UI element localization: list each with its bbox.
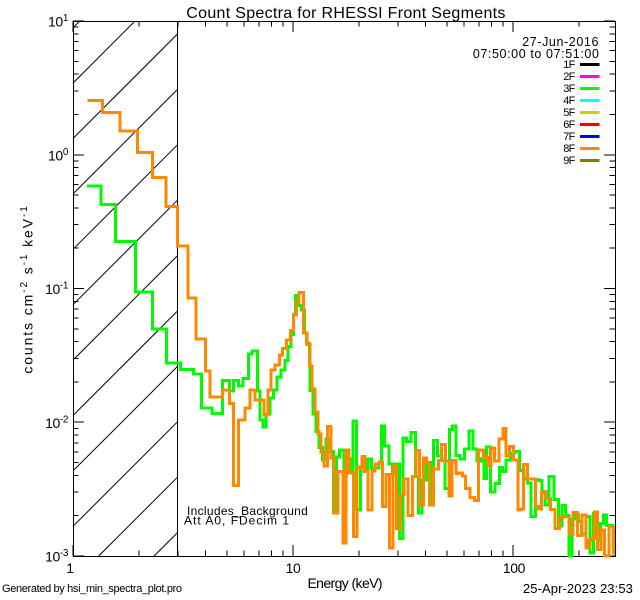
svg-text:9F: 9F: [563, 155, 575, 167]
svg-text:4F: 4F: [563, 95, 575, 107]
svg-text:1F: 1F: [563, 59, 575, 71]
svg-text:10: 10: [286, 560, 301, 576]
svg-text:Generated by hsi_min_spectra_p: Generated by hsi_min_spectra_plot.pro: [2, 583, 182, 595]
svg-text:6F: 6F: [563, 119, 575, 131]
svg-text:Energy (keV): Energy (keV): [307, 575, 382, 591]
svg-text:Att A0, FDecim 1: Att A0, FDecim 1: [184, 514, 290, 528]
svg-text:8F: 8F: [563, 143, 575, 155]
svg-text:07:50:00 to 07:51:00: 07:50:00 to 07:51:00: [473, 47, 600, 61]
svg-text:Count Spectra for RHESSI Front: Count Spectra for RHESSI Front Segments: [186, 5, 505, 22]
svg-text:25-Apr-2023 23:53: 25-Apr-2023 23:53: [523, 581, 633, 596]
svg-text:7F: 7F: [563, 131, 575, 143]
svg-text:5F: 5F: [563, 107, 575, 119]
svg-text:1: 1: [66, 560, 74, 576]
svg-text:100: 100: [503, 560, 526, 576]
svg-text:counts cm-2 s-1 keV-1: counts cm-2 s-1 keV-1: [19, 204, 36, 373]
svg-text:3F: 3F: [563, 83, 575, 95]
svg-text:2F: 2F: [563, 71, 575, 83]
svg-text:Includes_Background: Includes_Background: [187, 504, 308, 518]
svg-text:27-Jun-2016: 27-Jun-2016: [522, 35, 599, 49]
